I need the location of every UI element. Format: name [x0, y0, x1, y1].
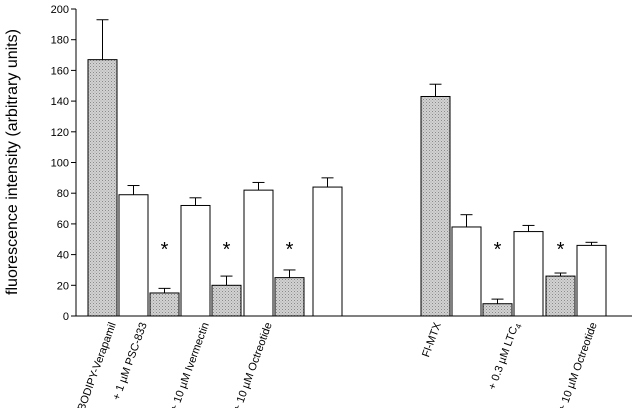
bar: [211, 284, 242, 317]
significance-marker: *: [223, 239, 231, 261]
category-label: + 1 µM PSC-833: [111, 321, 150, 402]
category-labels: BODIPY-Verapamil+ 1 µM PSC-833 + 10 µM Iv…: [76, 320, 600, 408]
y-tick-label: 60: [57, 219, 69, 231]
y-tick-label: 80: [57, 188, 69, 200]
category-label: + 10 µM Octreotide: [231, 321, 274, 408]
y-tick-label: 100: [51, 158, 69, 170]
y-tick-label: 120: [51, 127, 69, 139]
y-tick-label: 20: [57, 280, 69, 292]
y-tick-label: 160: [51, 65, 69, 77]
bar: [482, 303, 513, 317]
y-tick-label: 140: [51, 96, 69, 108]
bar: [243, 189, 274, 317]
bar: [274, 277, 305, 317]
y-tick-label: 200: [51, 4, 69, 16]
bar: [149, 292, 180, 317]
bar: [513, 231, 544, 317]
y-axis-label: fluorescence intensity (arbitrary units): [4, 29, 21, 295]
significance-marker: *: [494, 239, 502, 261]
bar: [118, 194, 149, 317]
category-label: Fl-MTX: [420, 320, 444, 359]
significance-marker: *: [286, 239, 294, 261]
bar: [545, 275, 576, 317]
y-axis: 0 20 40 60 80 100 120 140 160 180 200: [51, 4, 77, 323]
y-tick-label: 180: [51, 35, 69, 47]
significance-marker: *: [161, 239, 169, 261]
category-label: + 10 µM Ivermectin: [168, 321, 211, 408]
significance-marker: *: [557, 239, 565, 261]
y-tick-label: 0: [63, 311, 69, 323]
bar: [87, 59, 118, 317]
category-label: + 0.3 µM LTC4: [486, 320, 524, 392]
bar: [312, 186, 343, 317]
bar: [576, 244, 607, 317]
category-label: + 10 µM Octreotide: [556, 321, 599, 408]
y-tick-label: 40: [57, 250, 69, 262]
bar: [451, 226, 482, 317]
bar: [180, 204, 211, 317]
bars: * * * * *: [87, 19, 607, 317]
bar: [420, 95, 451, 317]
